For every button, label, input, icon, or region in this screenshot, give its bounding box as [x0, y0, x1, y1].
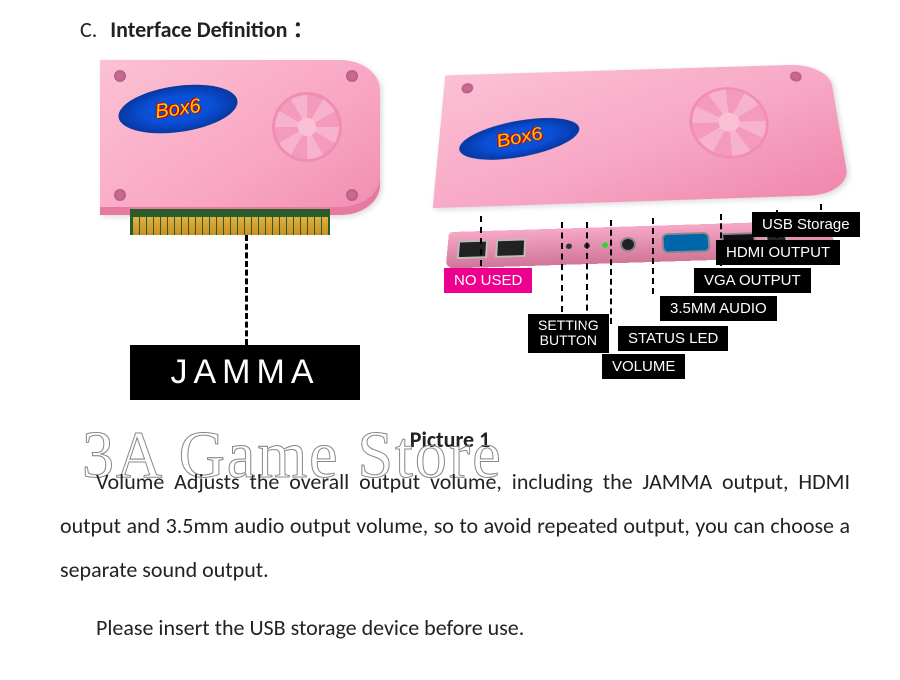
callout-line [561, 222, 563, 312]
label-usb-storage: USB Storage [752, 212, 860, 237]
section-title: Interface Definition ： [110, 16, 314, 43]
screw-icon [789, 71, 802, 81]
vga-port-icon [661, 232, 710, 253]
screw-icon [346, 189, 358, 201]
label-hdmi: HDMI OUTPUT [716, 240, 840, 265]
section-header: C. Interface Definition ： [80, 12, 314, 44]
product-logo: Box6 [455, 110, 584, 168]
label-vga: VGA OUTPUT [694, 268, 811, 293]
label-no-used: NO USED [444, 268, 532, 293]
section-letter: C. [80, 16, 97, 43]
jamma-connector [130, 213, 330, 235]
screw-icon [346, 70, 358, 82]
jamma-label: JAMMA [130, 345, 360, 400]
label-audio: 3.5MM AUDIO [660, 296, 777, 321]
product-logo: Box6 [115, 78, 240, 140]
label-volume: VOLUME [602, 354, 685, 379]
screw-icon [461, 83, 473, 94]
callout-line [820, 204, 822, 210]
fan-icon [272, 92, 342, 162]
callout-line [652, 218, 654, 294]
callout-line [480, 216, 482, 266]
label-setting-button: SETTING BUTTON [528, 314, 609, 353]
logo-text: Box6 [494, 124, 545, 153]
audio-jack-icon [620, 237, 636, 252]
usb-port-icon [457, 240, 489, 259]
setting-button-icon [566, 243, 572, 249]
board-shell-right: Box6 [433, 64, 851, 208]
body-paragraph-2: Please insert the USB storage device bef… [60, 606, 850, 650]
status-led-icon [602, 242, 608, 248]
board-shell: Box6 [100, 60, 380, 215]
callout-line [245, 235, 248, 345]
screw-icon [114, 70, 126, 82]
callout-line [610, 220, 612, 324]
fan-icon [687, 86, 773, 160]
figure-caption: Picture 1 [0, 426, 900, 453]
label-status-led: STATUS LED [618, 326, 728, 351]
usb-port-icon [495, 239, 526, 258]
logo-text: Box6 [154, 94, 202, 123]
screw-icon [114, 189, 126, 201]
callout-line [586, 222, 588, 352]
body-paragraph-1: Volume Adjusts the overall output volume… [60, 460, 850, 592]
board-top-view: Box6 [100, 60, 390, 260]
